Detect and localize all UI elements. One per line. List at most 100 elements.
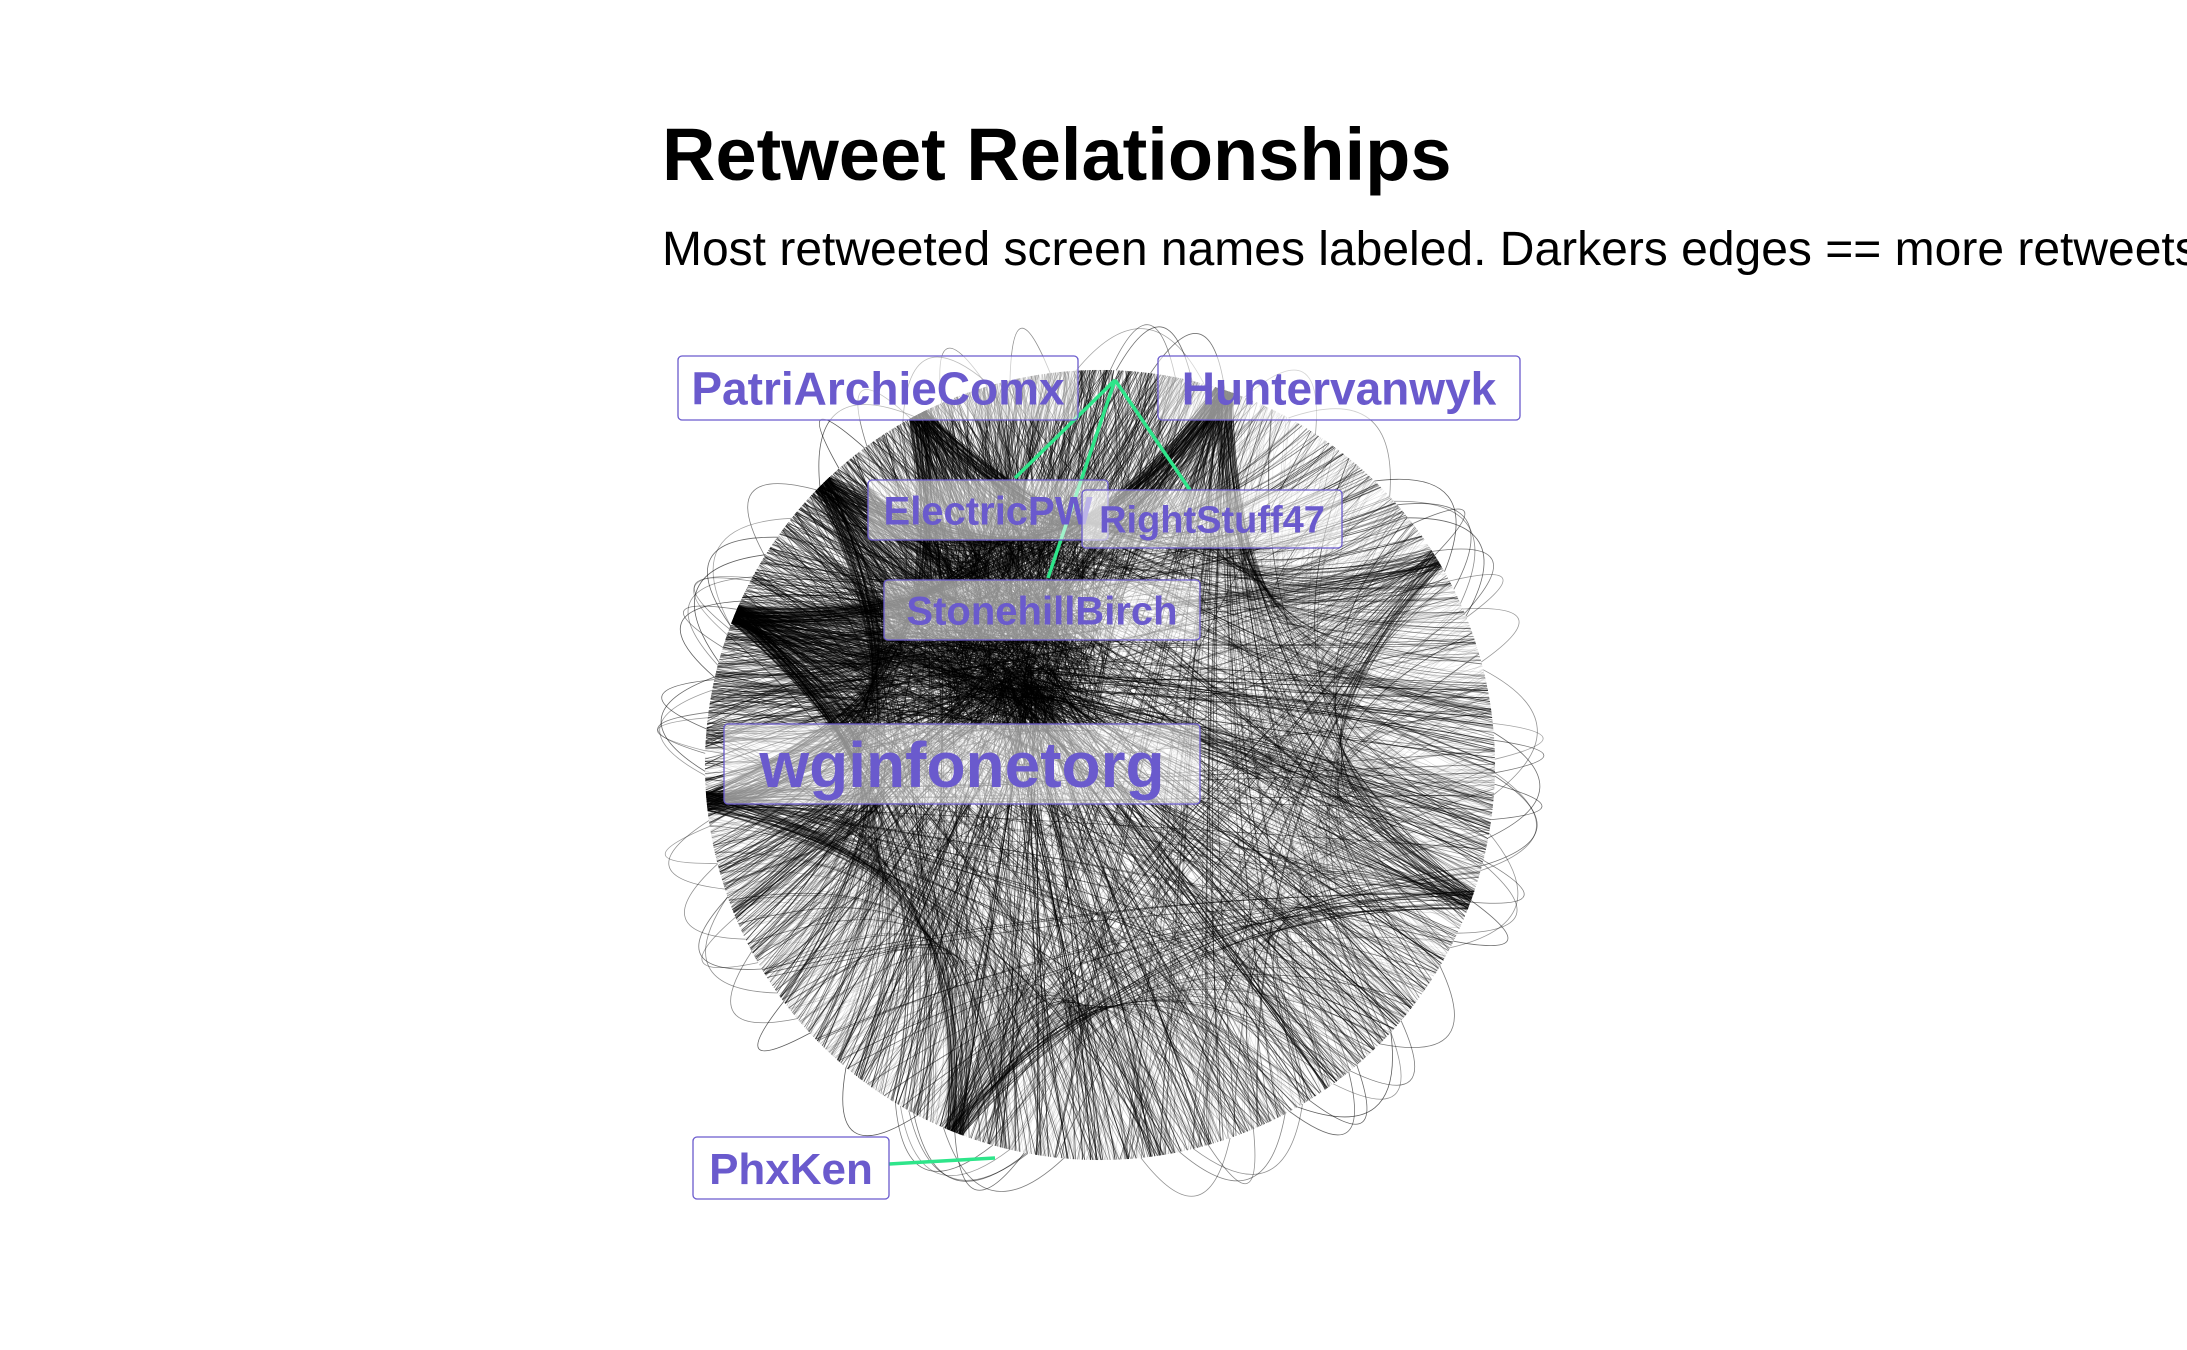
network-edge	[735, 611, 1018, 1152]
network-edge	[1319, 815, 1490, 905]
network-edge	[1457, 863, 1518, 934]
network-edge	[828, 870, 1481, 1053]
ring-node	[1475, 872, 1480, 875]
network-edge	[1470, 859, 1525, 904]
network-edge	[693, 577, 751, 630]
network-edge	[828, 960, 989, 1135]
network-edge	[1041, 374, 1059, 727]
network-edge	[953, 388, 980, 689]
leader-line-huntervanwyk	[1113, 379, 1192, 491]
network-edge	[856, 723, 1494, 1077]
network-edge	[1432, 548, 1494, 614]
ring-node	[797, 510, 801, 514]
network-edge	[821, 484, 1091, 1161]
ring-node	[1252, 1124, 1255, 1129]
network-edge	[1184, 393, 1273, 560]
network-edge	[732, 619, 1487, 684]
network-edge	[945, 970, 1022, 1139]
ring-node	[744, 936, 749, 939]
network-edge	[925, 786, 1495, 1120]
network-edge	[734, 613, 1164, 1156]
network-edge	[708, 559, 1438, 717]
network-edge	[732, 620, 875, 1046]
ring-node	[792, 1010, 797, 1014]
ring-node	[1295, 422, 1298, 427]
network-edge	[735, 555, 901, 665]
network-edge	[1316, 682, 1487, 1063]
network-edge	[735, 611, 1086, 1160]
network-edge	[1218, 388, 1492, 710]
node-label-text: StonehillBirch	[906, 589, 1177, 633]
network-edge	[944, 994, 1101, 1161]
ring-node	[862, 449, 865, 453]
ring-node	[1301, 426, 1304, 430]
network-edge	[800, 952, 983, 1135]
network-edge	[909, 418, 1431, 567]
ring-node	[1486, 702, 1491, 705]
ring-node	[1220, 1136, 1223, 1141]
ring-node	[801, 505, 806, 509]
network-edge	[1450, 833, 1519, 949]
node-label-box	[1157, 355, 1521, 421]
network-edge	[1336, 665, 1488, 843]
network-edge	[711, 836, 1178, 1153]
ring-node	[772, 543, 776, 547]
network-edge	[718, 660, 1183, 1152]
network-edge	[1254, 927, 1397, 1074]
network-edge	[900, 1105, 1011, 1177]
ring-node	[751, 948, 755, 951]
network-edge	[736, 374, 1038, 618]
network-edge	[822, 482, 1172, 1154]
ring-node	[1329, 1081, 1333, 1085]
network-edge	[707, 806, 893, 1054]
network-edge	[814, 985, 1168, 1155]
ring-node	[768, 549, 773, 553]
network-edge	[1008, 618, 1468, 1150]
ring-node	[1361, 471, 1365, 475]
network-edge	[1050, 680, 1494, 726]
network-edge	[969, 392, 1494, 728]
network-edge	[882, 960, 992, 1122]
network-edge	[1412, 508, 1466, 556]
network-edge	[748, 392, 1233, 947]
network-edge	[1323, 775, 1495, 1002]
ring-node	[990, 1140, 993, 1145]
network-edge	[738, 907, 963, 1130]
network-edge	[732, 574, 899, 672]
network-edge	[736, 405, 1266, 613]
network-edge	[721, 392, 1232, 880]
ring-node	[1459, 610, 1464, 613]
network-edge	[1327, 776, 1495, 907]
network-edge	[737, 391, 1230, 923]
network-edge	[799, 952, 984, 1135]
ring-node	[716, 669, 721, 671]
network-edge	[1099, 377, 1176, 718]
network-edge	[1227, 392, 1479, 656]
network-edge	[1159, 910, 1465, 1156]
network-edge	[737, 608, 1338, 1082]
network-edge	[1125, 370, 1440, 585]
network-edge	[807, 953, 979, 1131]
network-edge	[683, 605, 738, 648]
network-edge	[946, 998, 1130, 1160]
network-edge	[707, 810, 1437, 973]
network-edge	[706, 798, 1132, 1159]
ring-node	[1445, 948, 1449, 951]
network-edge	[1044, 676, 1414, 1007]
network-edge	[1306, 549, 1476, 674]
ring-node	[1469, 636, 1474, 638]
network-edge	[1020, 661, 1493, 815]
network-edge	[960, 565, 1442, 1135]
network-edge	[789, 962, 1410, 1012]
ring-node	[1473, 649, 1478, 651]
network-edge	[1335, 526, 1471, 904]
network-edge	[914, 415, 1465, 613]
network-edge	[706, 805, 1260, 1127]
ring-node	[984, 1138, 986, 1143]
network-edge	[988, 891, 1475, 1145]
network-edge	[954, 988, 1386, 1133]
network-edge	[1180, 390, 1263, 559]
network-edge	[734, 614, 1407, 1016]
network-edge	[734, 614, 1248, 1132]
network-edge	[712, 487, 877, 845]
